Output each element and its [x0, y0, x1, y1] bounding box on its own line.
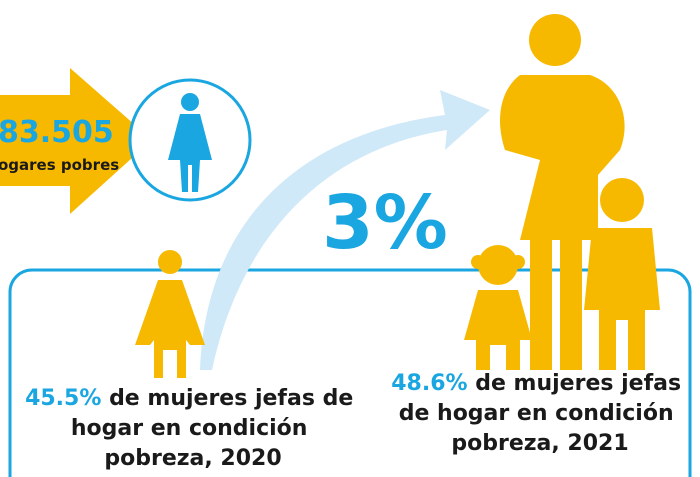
count: 83.505	[0, 115, 114, 150]
left-caption: 45.5% de mujeres jefas de hogar en condi…	[25, 386, 361, 471]
woman-icon-blue	[168, 93, 212, 192]
right-line: de mujeres jefas	[475, 371, 681, 396]
left-line: pobreza, 2020	[104, 446, 281, 471]
frame	[8, 268, 692, 477]
right-line: pobreza, 2021	[451, 431, 628, 456]
left-value: 45.5%	[25, 386, 101, 411]
change-percent: 3%	[322, 180, 448, 266]
yellow-arrow	[0, 68, 152, 214]
family-icon	[464, 14, 660, 370]
right-value: 48.6%	[391, 371, 467, 396]
left-line: de mujeres jefas de	[109, 386, 353, 411]
count-label: ogares pobres	[0, 156, 119, 174]
right-caption: 48.6% de mujeres jefas de hogar en condi…	[391, 371, 689, 456]
right-line: de hogar en condición	[399, 401, 674, 426]
curved-arrow	[200, 90, 490, 370]
left-line: hogar en condición	[71, 416, 308, 441]
woman-icon-yellow	[135, 250, 205, 378]
